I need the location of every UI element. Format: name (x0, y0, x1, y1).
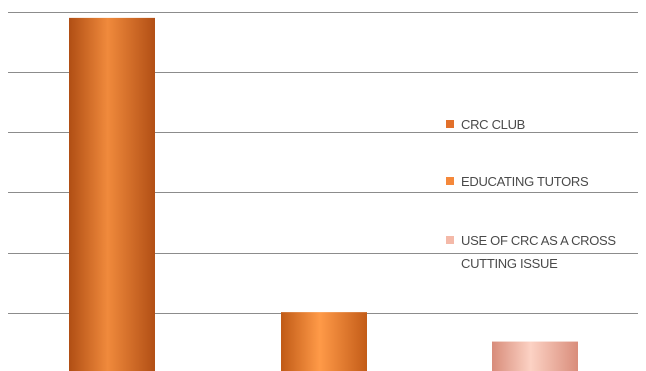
bars (69, 17, 578, 371)
legend-label-0-0: CRC CLUB (461, 117, 525, 132)
legend-label-2-1: CUTTING ISSUE (461, 256, 558, 271)
legend: CRC CLUB EDUCATING TUTORS USE OF CRC AS A … (446, 117, 617, 271)
legend-label-1-0: EDUCATING TUTORS (461, 174, 589, 189)
legend-swatch-0 (446, 120, 454, 128)
legend-label-2-0: USE OF CRC AS A CROSS (461, 233, 616, 248)
legend-swatch-1 (446, 177, 454, 185)
bar-0 (69, 17, 155, 371)
bar-2 (492, 341, 578, 371)
bar-1 (281, 312, 367, 371)
legend-swatch-2 (446, 236, 454, 244)
